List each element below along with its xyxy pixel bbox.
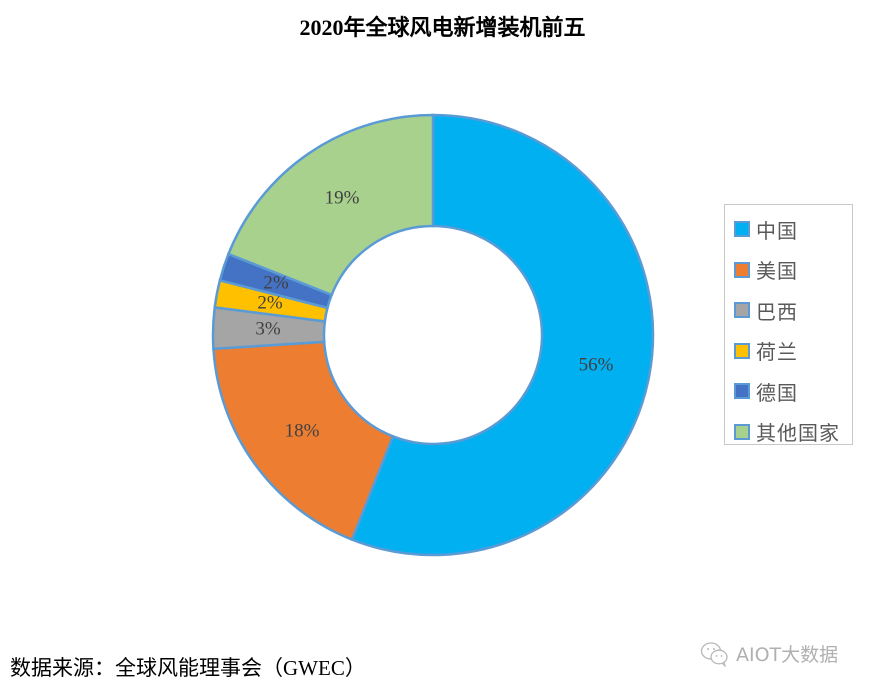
legend-swatch-icon bbox=[734, 302, 750, 319]
slice-label-netherlands: 2% bbox=[257, 292, 283, 313]
legend-item-netherlands: 荷兰 bbox=[725, 331, 852, 372]
legend-swatch-icon bbox=[734, 261, 750, 278]
slice-label-brazil: 3% bbox=[255, 318, 281, 339]
legend-label: 其他国家 bbox=[756, 421, 840, 446]
legend-label: 德国 bbox=[756, 380, 798, 405]
slice-china bbox=[350, 113, 655, 557]
legend-label: 荷兰 bbox=[756, 340, 798, 365]
donut-slices bbox=[211, 113, 655, 557]
legend-item-germany: 德国 bbox=[725, 371, 852, 412]
data-source-note: 数据来源：全球风能理事会（GWEC） bbox=[10, 656, 366, 680]
legend-label: 中国 bbox=[756, 218, 798, 243]
watermark: AIOT大数据 bbox=[700, 640, 838, 667]
legend-item-china: 中国 bbox=[725, 209, 852, 250]
chart-legend: 中国 美国 巴西 荷兰 德国 其他国家 bbox=[724, 204, 853, 445]
legend-swatch-icon bbox=[734, 423, 750, 440]
legend-swatch-icon bbox=[734, 383, 750, 400]
wechat-icon bbox=[700, 641, 728, 667]
slice-others bbox=[226, 113, 435, 297]
slice-label-germany: 2% bbox=[263, 272, 289, 293]
slice-labels: 56% 18% 3% 2%2% 19% bbox=[255, 187, 613, 441]
legend-item-usa: 美国 bbox=[725, 250, 852, 291]
chart-title: 2020年全球风电新增装机前五 bbox=[299, 15, 586, 40]
slice-label-others: 19% bbox=[325, 187, 360, 208]
legend-swatch-icon bbox=[734, 221, 750, 238]
legend-swatch-icon bbox=[734, 342, 750, 359]
legend-item-brazil: 巴西 bbox=[725, 290, 852, 331]
slice-label-china: 56% bbox=[579, 354, 614, 375]
legend-label: 巴西 bbox=[756, 299, 798, 324]
slice-usa bbox=[212, 340, 395, 542]
slice-label-usa: 18% bbox=[285, 420, 320, 441]
legend-label: 美国 bbox=[756, 259, 798, 284]
watermark-text: AIOT大数据 bbox=[736, 644, 839, 666]
legend-item-others: 其他国家 bbox=[725, 412, 852, 453]
